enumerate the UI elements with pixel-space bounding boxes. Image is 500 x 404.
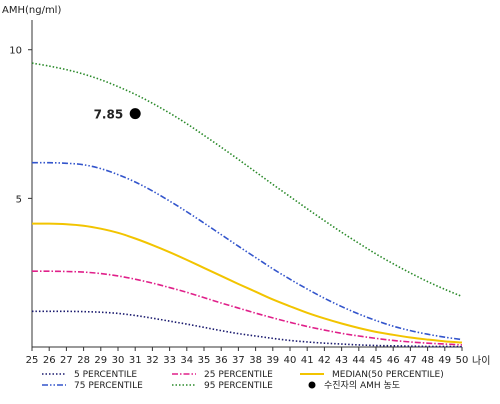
x-tick-label: 43 (335, 355, 348, 366)
x-tick-label: 37 (232, 355, 245, 366)
y-tick-label: 10 (9, 46, 22, 57)
legend-label-0: 5 PERCENTILE (74, 370, 137, 380)
series-line-0 (32, 310, 463, 348)
x-axis-title: 나이 (472, 355, 490, 367)
x-tick-label: 27 (60, 355, 73, 366)
legend-label-4: 95 PERCENTILE (204, 381, 273, 391)
x-tick-label: 32 (146, 355, 159, 366)
series-layer (31, 62, 463, 348)
x-tick-label: 25 (26, 355, 39, 366)
x-tick-label: 31 (129, 355, 142, 366)
x-tick-label: 33 (163, 355, 176, 366)
legend-label-2: MEDIAN(50 PERCENTILE) (332, 370, 444, 380)
axes-layer: 5 10 25 26 27 28 29 30 31 32 33 34 35 36 37 38 39 40 41 42 4… (2, 5, 490, 367)
x-tick-label: 26 (43, 355, 56, 366)
x-tick-label: 44 (352, 355, 365, 366)
x-tick-label: 35 (198, 355, 211, 366)
x-tick-label: 50 (456, 355, 469, 366)
series-line-1 (31, 270, 463, 346)
legend-swatch-point (308, 381, 316, 389)
legend-label-point: 수진자의 AMH 농도 (324, 380, 400, 391)
y-axis-title: AMH(ng/ml) (2, 5, 61, 16)
x-tick-label: 47 (404, 355, 417, 366)
x-tick-label: 28 (77, 355, 90, 366)
legend-label-1: 25 PERCENTILE (204, 370, 273, 380)
x-tick-label: 40 (284, 355, 297, 366)
legend-layer: 5 PERCENTILE 25 PERCENTILE MEDIAN(50 PERCE… (42, 370, 444, 391)
series-line-2 (31, 222, 463, 344)
series-line-4 (31, 62, 463, 298)
x-tick-label: 36 (215, 355, 228, 366)
annotation-layer: 7.85 (94, 108, 141, 122)
x-tick-label: 46 (387, 355, 400, 366)
x-tick-label: 49 (438, 355, 451, 366)
x-tick-label: 34 (180, 355, 193, 366)
x-tick-label: 48 (421, 355, 434, 366)
x-tick-label: 41 (301, 355, 314, 366)
x-tick-label: 38 (249, 355, 262, 366)
series-line-3 (31, 161, 463, 341)
x-tick-label: 42 (318, 355, 331, 366)
patient-amh-label: 7.85 (94, 108, 124, 122)
x-tick-label: 39 (266, 355, 279, 366)
x-tick-label: 30 (112, 355, 125, 366)
patient-amh-point (129, 108, 141, 120)
y-tick-label: 5 (16, 194, 22, 205)
legend-label-3: 75 PERCENTILE (74, 381, 143, 391)
x-tick-label: 29 (94, 355, 107, 366)
x-tick-label: 45 (370, 355, 383, 366)
